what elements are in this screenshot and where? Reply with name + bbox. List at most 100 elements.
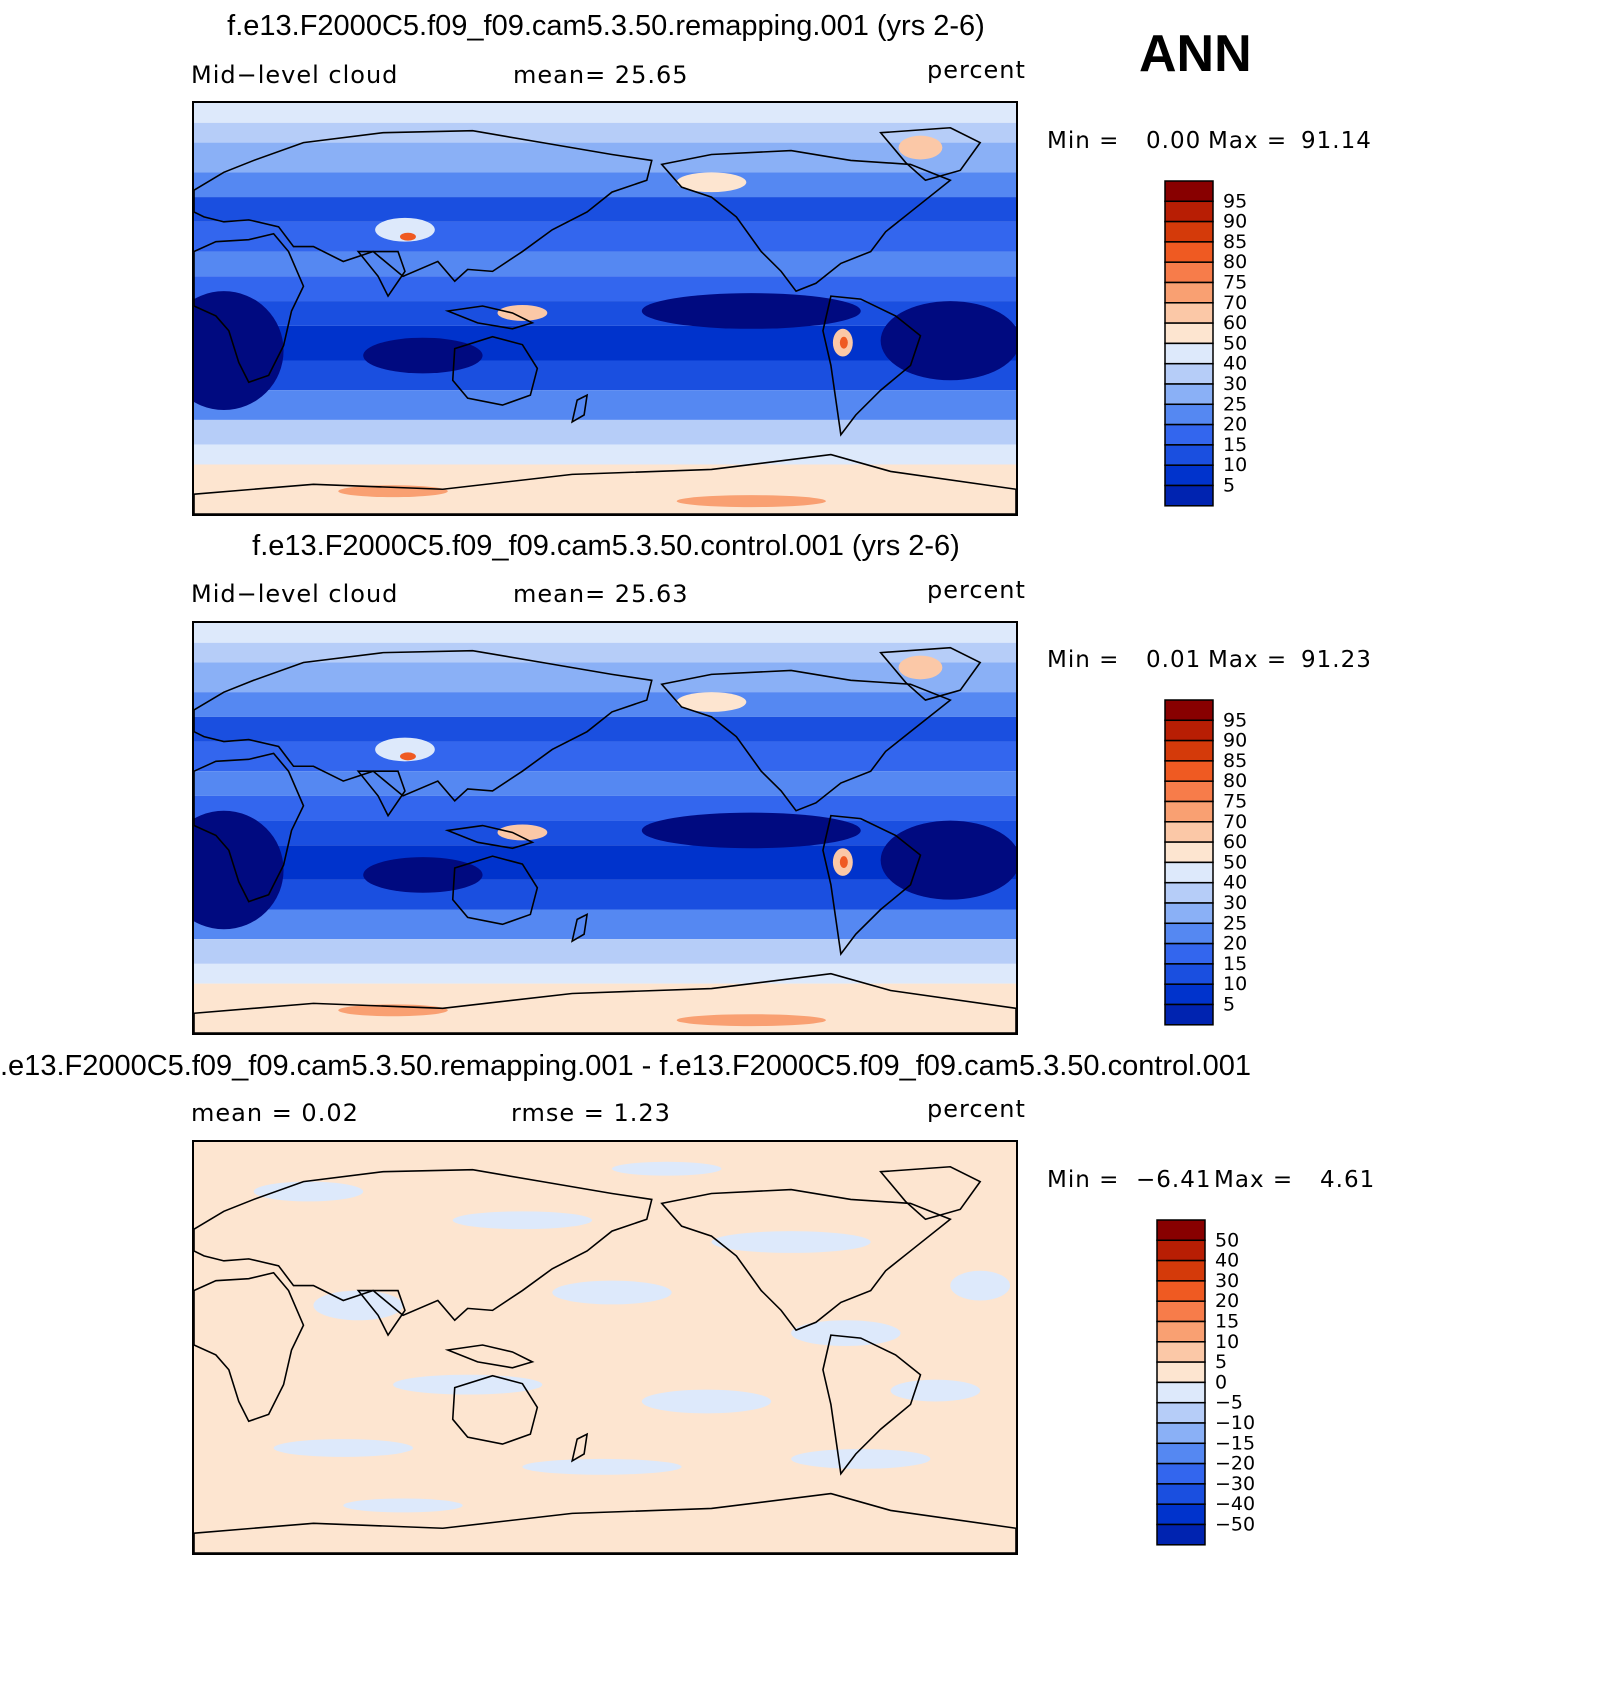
min-value: −6.41: [1136, 1167, 1212, 1193]
coastline: [660, 669, 952, 812]
colorbar-swatch: [1164, 983, 1214, 1006]
colorbar-swatch: [1164, 699, 1214, 722]
min-value: 0.01: [1146, 647, 1202, 673]
units-label: percent: [927, 56, 1026, 84]
colorbar-label: 75: [1223, 791, 1247, 813]
colorbar-swatch: [1156, 1280, 1206, 1302]
max-value: 4.61: [1320, 1167, 1376, 1193]
coastline: [194, 972, 1016, 1033]
colorbar-swatch: [1164, 902, 1214, 925]
colorbar-label: 85: [1223, 231, 1247, 253]
colorbar-label: 10: [1223, 454, 1247, 476]
colorbar-swatch: [1164, 760, 1214, 782]
colorbar-swatch: [1164, 322, 1214, 345]
rmse-label: rmse = 1.23: [511, 1099, 671, 1127]
coastline: [194, 453, 1016, 514]
colorbar-label: −50: [1215, 1514, 1255, 1536]
colorbar-label: 50: [1223, 851, 1247, 873]
max-label: Max =: [1208, 647, 1288, 673]
coastline: [444, 824, 535, 850]
colorbar-swatch: [1164, 362, 1214, 385]
colorbar-label: 70: [1223, 811, 1247, 833]
coastline: [194, 232, 305, 384]
colorbar-swatch: [1164, 423, 1214, 446]
cloud-map: [192, 621, 1018, 1035]
colorbar-swatch: [1156, 1341, 1206, 1363]
colorbar-swatch: [1156, 1381, 1206, 1404]
colorbar-label: −30: [1215, 1473, 1255, 1495]
colorbar-label: −20: [1215, 1453, 1255, 1475]
colorbar-swatch: [1164, 719, 1214, 742]
colorbar-swatch: [1156, 1361, 1206, 1384]
units-label: percent: [927, 1095, 1026, 1123]
colorbar-label: 5: [1223, 994, 1235, 1016]
colorbar-swatch: [1164, 383, 1214, 406]
coastline: [570, 1432, 589, 1463]
colorbar-label: 95: [1223, 190, 1247, 212]
colorbar-label: 50: [1223, 332, 1247, 354]
coastline: [822, 295, 922, 437]
colorbar-label: −40: [1215, 1493, 1255, 1515]
colorbar-label: 90: [1223, 730, 1247, 752]
units-label: percent: [927, 576, 1026, 604]
panel-title: .e13.F2000C5.f09_f09.cam5.3.50.remapping…: [0, 1050, 1252, 1082]
colorbar-swatch: [1164, 861, 1214, 884]
colorbar-swatch: [1164, 800, 1214, 823]
coastline: [822, 1334, 922, 1476]
colorbar-swatch: [1156, 1239, 1206, 1262]
colorbar-swatch: [1156, 1503, 1206, 1526]
coastline: [879, 1165, 982, 1221]
colorbar-label: −5: [1215, 1392, 1243, 1414]
coastline: [444, 305, 535, 330]
colorbar-swatch: [1164, 963, 1214, 985]
colorbar-swatch: [1156, 1462, 1206, 1485]
colorbar-swatch: [1156, 1300, 1206, 1323]
mean-label: mean= 25.63: [513, 580, 689, 608]
colorbar-label: 10: [1215, 1331, 1239, 1353]
diff-mean-label: mean = 0.02: [191, 1099, 359, 1127]
colorbar-swatch: [1164, 281, 1214, 304]
colorbar-label: 15: [1215, 1311, 1239, 1333]
colorbar-label: 5: [1223, 475, 1235, 497]
min-label: Min =: [1047, 647, 1120, 673]
panel-title: f.e13.F2000C5.f09_f09.cam5.3.50.remappin…: [227, 10, 985, 42]
colorbar-label: 20: [1215, 1290, 1239, 1312]
colorbar-swatch: [1164, 302, 1214, 324]
colorbar-swatch: [1156, 1483, 1206, 1505]
cloud-map: [192, 101, 1018, 516]
colorbar-label: 15: [1223, 434, 1247, 456]
colorbar-swatch: [1164, 220, 1214, 243]
colorbar-label: 30: [1223, 892, 1247, 914]
colorbar-label: 40: [1223, 353, 1247, 375]
colorbar-swatch: [1156, 1523, 1206, 1546]
colorbar-label: 25: [1223, 912, 1247, 934]
colorbar-swatch: [1164, 180, 1214, 203]
variable-label: Mid−level cloud: [191, 580, 399, 608]
colorbar-label: 60: [1223, 831, 1247, 853]
max-value: 91.23: [1301, 647, 1372, 673]
max-label: Max =: [1214, 1167, 1294, 1193]
season-label: ANN: [1139, 25, 1252, 83]
coastline: [451, 1374, 539, 1445]
coastline: [356, 250, 406, 298]
coastline: [879, 126, 982, 182]
colorbar-label: 40: [1223, 872, 1247, 894]
coastline: [879, 646, 982, 701]
colorbar-label: −10: [1215, 1412, 1255, 1434]
colorbar-swatch: [1156, 1320, 1206, 1343]
coastline: [194, 752, 305, 903]
colorbar-swatch: [1164, 342, 1214, 365]
min-label: Min =: [1047, 128, 1120, 154]
colorbar-label: −15: [1215, 1432, 1255, 1454]
min-value: 0.00: [1146, 128, 1202, 154]
coastline: [194, 649, 653, 802]
colorbar-label: 30: [1215, 1270, 1239, 1292]
colorbar-label: 5: [1215, 1351, 1227, 1373]
colorbar-label: 40: [1215, 1250, 1239, 1272]
colorbar-swatch: [1164, 922, 1214, 945]
colorbar-swatch: [1164, 484, 1214, 507]
colorbar-swatch: [1156, 1401, 1206, 1424]
